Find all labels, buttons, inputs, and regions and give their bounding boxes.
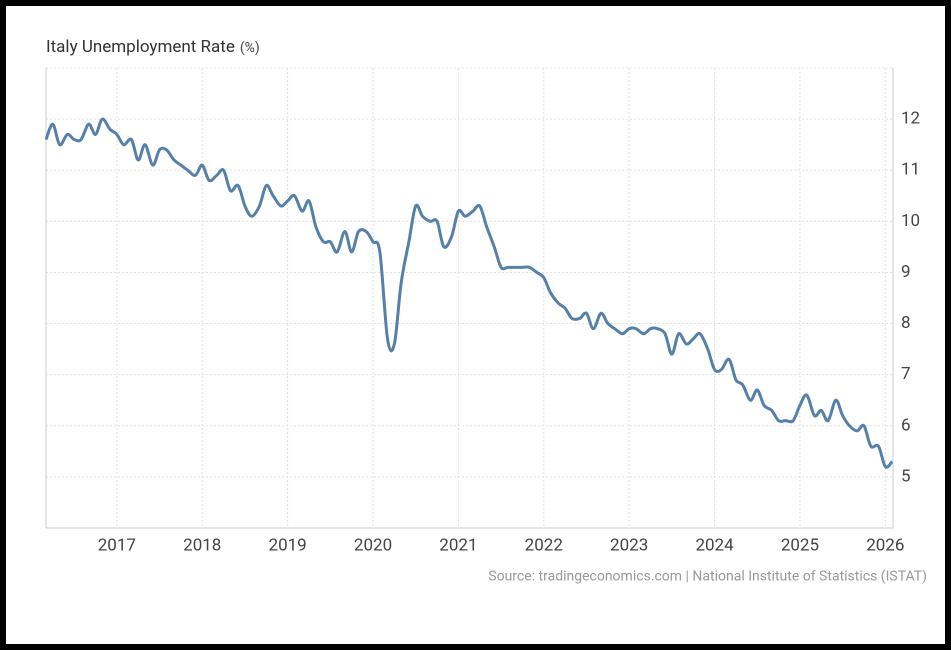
x-tick-label: 2026: [866, 535, 904, 555]
x-tick-label: 2019: [269, 535, 307, 555]
x-tick-label: 2021: [439, 535, 477, 555]
x-tick-label: 2025: [781, 535, 819, 555]
unit: (%): [240, 40, 260, 56]
frame: [6, 6, 945, 644]
y-tick-label: 6: [901, 415, 911, 435]
y-tick-label: 9: [901, 262, 911, 282]
x-tick-label: 2018: [183, 535, 221, 555]
title: Italy Unemployment Rate: [46, 37, 235, 57]
x-tick-label: 2023: [610, 535, 648, 555]
y-tick-label: 7: [901, 364, 911, 384]
x-tick-label: 2022: [525, 535, 563, 555]
line: [44, 117, 894, 469]
y-tick-label: 11: [901, 160, 920, 180]
y-tick-label: 10: [901, 211, 920, 231]
chart-title: Italy Unemployment Rate (%): [46, 37, 260, 57]
x-tick-label: 2017: [98, 535, 136, 555]
x-tick-label: 2020: [354, 535, 392, 555]
y-tick-label: 5: [901, 466, 911, 486]
y-tick-label: 8: [901, 313, 911, 333]
x-tick-label: 2024: [695, 535, 734, 555]
source: Source: tradingeconomics.com | National …: [488, 569, 927, 585]
y-tick-label: 12: [901, 109, 920, 129]
